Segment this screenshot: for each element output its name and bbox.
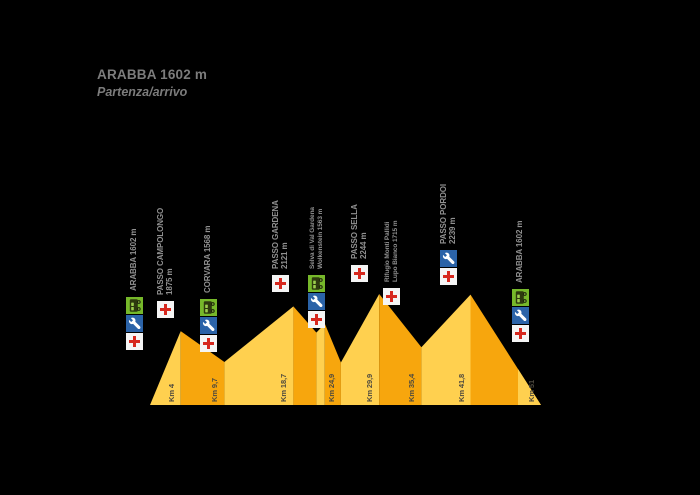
location-altitude: 2244 m [358,232,368,259]
km-marker-5: Km 35,4 [407,373,417,402]
km-marker-6: Km 41,8 [456,373,466,402]
location-name: PASSO SELLA [349,204,359,259]
mountain-end-highlight [518,369,541,405]
km-marker-7: Km 51 [527,379,536,402]
mountain-descent-segment [324,323,341,405]
wrench-icon [199,317,217,334]
wrench-icon [307,293,325,310]
location-name: CORVARA 1568 m [202,225,212,293]
location-altitude: Lupo Bianco 1715 m [391,220,399,282]
first-aid-icon [512,325,530,342]
km-marker-2: Km 18,7 [279,373,289,402]
wrench-icon [126,315,143,332]
mountain-climb-segment [421,294,471,405]
location-text: CORVARA 1568 m [202,225,213,293]
mountain-descent-segment [379,294,422,405]
bus-icon [126,297,143,314]
location-label-0: ARABBA 1602 m [126,229,143,350]
location-altitude: Wolkenstein 1563 m [316,208,324,269]
bus-icon [307,275,325,292]
first-aid-icon [440,268,458,285]
mountain-climb-segment [224,306,294,405]
first-aid-icon [199,335,217,352]
location-text: PASSO GARDENA 2121 m [270,200,289,269]
location-text: PASSO PORDOI 2239 m [439,184,457,244]
location-text: Rifugio Monti Pallidi Lupo Bianco 1715 m [383,221,399,282]
mountain-descent-segment [293,306,317,405]
first-aid-icon [307,311,325,328]
km-marker-3: Km 24,9 [326,373,336,402]
location-altitude: 1875 m [164,268,174,295]
location-altitude: 2121 m [279,242,289,269]
mountain-climb-segment [340,294,380,405]
location-label-7: PASSO PORDOI 2239 m [439,184,458,285]
location-text: ARABBA 1602 m [515,220,526,283]
location-text: Selva di Val Gardena Wolkenstein 1563 m [308,207,324,269]
location-label-6: Rifugio Monti Pallidi Lupo Bianco 1715 m [382,221,400,305]
km-marker-1: Km 9,7 [210,378,220,402]
first-aid-icon [350,265,368,282]
location-name: ARABBA 1602 m [129,228,139,291]
location-name: PASSO GARDENA [270,200,280,269]
location-label-8: ARABBA 1602 m [512,220,530,342]
location-label-3: PASSO GARDENA 2121 m [270,200,289,292]
km-marker-0: Km 4 [166,384,176,402]
page-title: ARABBA 1602 m [97,67,208,82]
page-subtitle: Partenza/arrivo [97,85,188,99]
location-label-4: Selva di Val Gardena Wolkenstein 1563 m [307,207,325,328]
first-aid-icon [271,275,289,292]
km-marker-4: Km 29,9 [365,373,375,402]
location-name: Rifugio Monti Pallidi [383,221,391,282]
mountain-descent-segment [470,294,541,405]
first-aid-icon [382,288,400,305]
first-aid-icon [126,333,143,350]
wrench-icon [440,250,458,267]
location-name: Selva di Val Gardena [308,207,316,269]
location-label-2: CORVARA 1568 m [199,225,217,352]
location-altitude: 2239 m [447,217,457,244]
location-text: PASSO SELLA 2244 m [349,204,368,259]
location-text: ARABBA 1602 m [129,228,139,291]
mountain-descent-segment [180,331,225,405]
wrench-icon [512,307,530,324]
location-label-5: PASSO SELLA 2244 m [349,204,368,282]
location-name: PASSO CAMPOLONGO [155,207,165,295]
location-label-1: PASSO CAMPOLONGO 1875 m [155,207,174,318]
first-aid-icon [156,301,174,318]
location-text: PASSO CAMPOLONGO 1875 m [155,207,174,295]
mountain-climb-segment [316,323,325,405]
mountain-climb-segment [150,331,181,405]
location-name: ARABBA 1602 m [515,220,525,283]
bus-icon [199,299,217,316]
bus-icon [512,289,530,306]
